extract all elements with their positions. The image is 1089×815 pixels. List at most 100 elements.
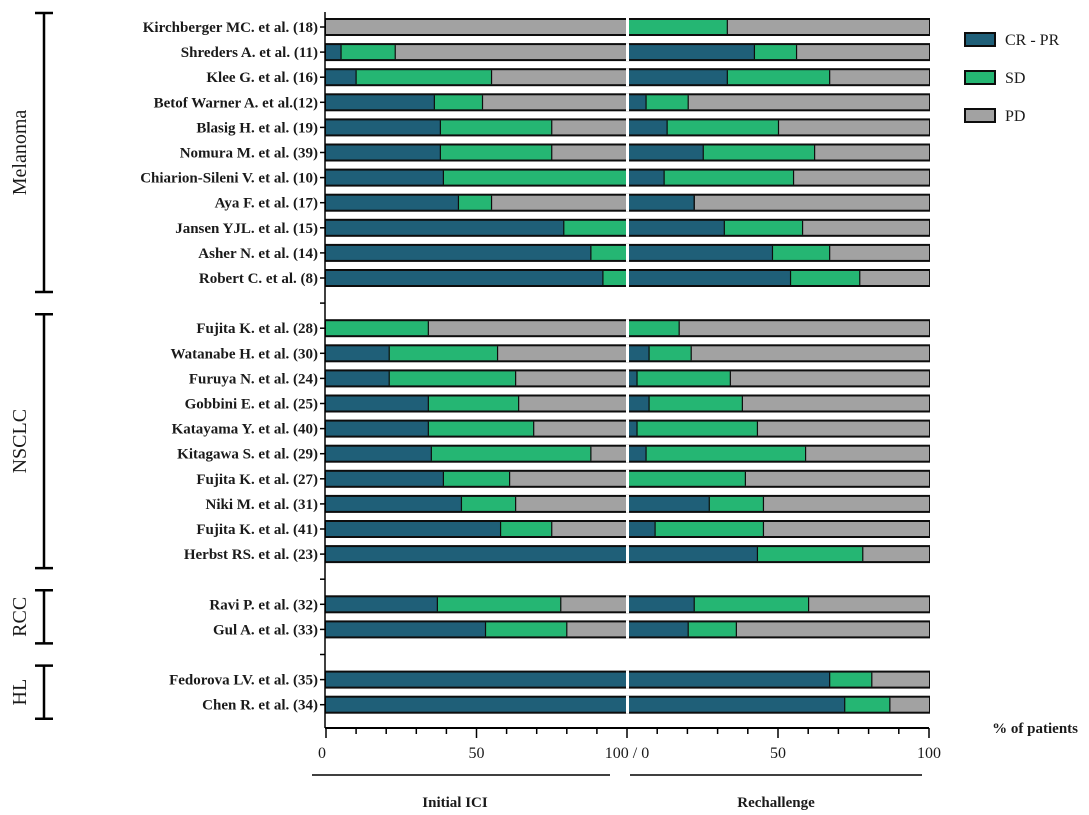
bar-segment-initial-cr-pr [326, 70, 357, 85]
panel-divider [626, 369, 629, 388]
panel-divider [626, 93, 629, 112]
bar-segment-initial-sd [602, 271, 627, 285]
bar-segment-initial-cr-pr [326, 371, 390, 386]
study-row: Nomura M. et al. (39) [180, 143, 930, 162]
bar-segment-initial-pd [515, 371, 627, 386]
study-row: Niki M. et al. (31) [206, 494, 930, 513]
panel-divider [626, 319, 629, 338]
bar-segment-initial-pd [551, 522, 627, 536]
bar-segment-rechallenge-sd [754, 45, 797, 60]
bar-segment-rechallenge-sd [829, 672, 872, 687]
panel-divider [626, 143, 629, 162]
bar-segment-initial-sd [428, 396, 519, 411]
bar-segment-rechallenge-sd [637, 421, 758, 436]
study-row: Aya F. et al. (17) [215, 193, 930, 212]
bar-segment-rechallenge-sd [646, 446, 806, 461]
panel-divider [626, 168, 629, 187]
bar-segment-rechallenge-pd [679, 321, 929, 336]
study-row: Ravi P. et al. (32) [209, 595, 930, 614]
panel-title-rechallenge: Rechallenge [737, 795, 815, 811]
bar-segment-initial-pd [491, 70, 627, 85]
study-row: Betof Warner A. et al.(12) [154, 93, 930, 112]
study-label: Chen R. et al. (34) [202, 698, 318, 714]
bar-segment-initial-cr-pr [326, 522, 501, 536]
bar-segment-initial-cr-pr [326, 597, 438, 612]
bar-segment-rechallenge-sd [703, 145, 815, 160]
tick-label: 50 [469, 745, 485, 762]
tick-label: 100 [917, 745, 941, 762]
bar-segment-initial-sd [389, 346, 498, 361]
study-label: Fujita K. et al. (27) [196, 472, 318, 488]
panel-title-initial: Initial ICI [422, 795, 488, 811]
bar-segment-initial-pd [497, 346, 627, 361]
bar-segment-rechallenge-pd [829, 70, 929, 85]
study-label: Ravi P. et al. (32) [209, 597, 318, 613]
bar-segment-initial-cr-pr [326, 145, 441, 160]
bar-segment-initial-sd [356, 70, 492, 85]
bar-segment-rechallenge-pd [727, 20, 929, 34]
study-label: Blasig H. et al. (19) [196, 120, 318, 136]
bar-segment-rechallenge-cr-pr [628, 371, 638, 386]
bar-segment-initial-sd [341, 45, 396, 60]
study-label: Fujita K. et al. (28) [196, 321, 318, 337]
bar-segment-rechallenge-sd [628, 471, 746, 486]
bar-segment-rechallenge-pd [793, 170, 929, 185]
panel-divider [626, 344, 629, 363]
bar-segment-rechallenge-pd [802, 220, 929, 235]
bar-segment-initial-sd [440, 120, 552, 135]
bar-segment-rechallenge-sd [667, 120, 779, 135]
bar-segment-rechallenge-pd [805, 446, 929, 461]
group-label: Melanoma [9, 110, 31, 196]
bar-segment-rechallenge-cr-pr [628, 346, 650, 361]
study-label: Watanabe H. et al. (30) [171, 346, 319, 362]
bar-segment-initial-cr-pr [326, 220, 564, 235]
bar-segment-initial-sd [434, 95, 483, 110]
bar-segment-initial-cr-pr [326, 547, 627, 562]
panel-divider [626, 670, 629, 689]
study-label: Robert C. et al. (8) [199, 271, 318, 287]
bar-segment-initial-cr-pr [326, 170, 444, 185]
bar-segment-rechallenge-pd [859, 271, 929, 285]
study-row: Kitagawa S. et al. (29) [177, 444, 930, 463]
panel-divider [626, 595, 629, 614]
bar-segment-rechallenge-cr-pr [628, 446, 647, 461]
study-row: Gobbini E. et al. (25) [185, 394, 930, 413]
panel-divider [626, 494, 629, 513]
study-row: Fujita K. et al. (27) [196, 469, 930, 488]
bar-segment-rechallenge-pd [691, 346, 929, 361]
panel-divider [626, 520, 629, 538]
bar-segment-initial-sd [440, 145, 552, 160]
group-bracket [35, 589, 53, 645]
bar-segment-initial-cr-pr [326, 120, 441, 135]
study-row: Chiarion-Sileni V. et al. (10) [140, 168, 930, 187]
bar-segment-rechallenge-sd [772, 245, 830, 260]
bar-segment-rechallenge-cr-pr [628, 70, 728, 85]
bar-segment-rechallenge-cr-pr [628, 145, 704, 160]
bar-segment-rechallenge-cr-pr [628, 421, 638, 436]
panel-divider [626, 43, 629, 62]
bar-segment-rechallenge-pd [829, 245, 929, 260]
bar-segment-rechallenge-cr-pr [628, 120, 668, 135]
group-label: HL [9, 679, 31, 706]
study-row: Watanabe H. et al. (30) [171, 344, 930, 363]
study-row: Robert C. et al. (8) [199, 269, 930, 287]
bar-segment-rechallenge-cr-pr [628, 547, 758, 562]
bar-segment-rechallenge-sd [724, 220, 803, 235]
bar-segment-initial-pd [560, 597, 627, 612]
study-row: Gul A. et al. (33) [213, 620, 930, 639]
bar-segment-initial-cr-pr [326, 95, 435, 110]
bar-segment-initial-cr-pr [326, 45, 342, 60]
panel-divider [626, 118, 629, 137]
study-row: Chen R. et al. (34) [202, 695, 930, 714]
bar-segment-rechallenge-sd [790, 271, 860, 285]
group-bracket [35, 11, 53, 294]
study-label: Jansen YJL. et al. (15) [175, 221, 318, 237]
panel-divider [626, 193, 629, 212]
bar-segment-initial-pd [551, 145, 627, 160]
panel-divider [626, 18, 629, 36]
legend: CR - PR SD PD [964, 32, 1060, 125]
bar-segment-initial-sd [563, 220, 627, 235]
bar-segment-rechallenge-sd [844, 697, 890, 712]
bar-segment-rechallenge-sd [637, 371, 731, 386]
bar-segment-initial-pd [509, 471, 627, 486]
